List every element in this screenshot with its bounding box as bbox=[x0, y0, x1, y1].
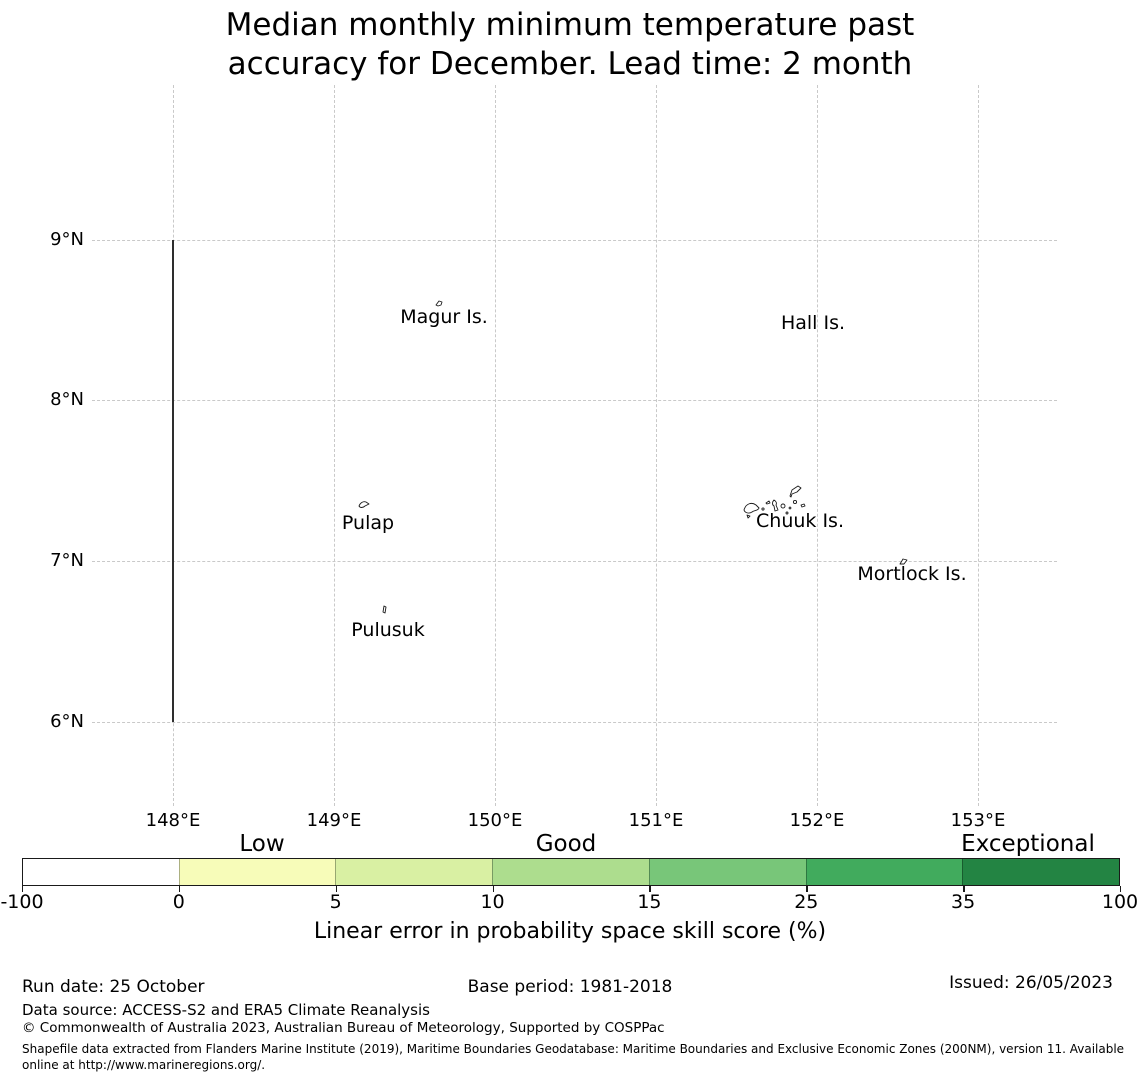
colorbar-tick bbox=[492, 886, 494, 892]
island-label: Pulusuk bbox=[351, 619, 425, 641]
lon-gridline bbox=[495, 85, 496, 806]
colorbar-tick-label: 100 bbox=[1101, 891, 1139, 913]
data-source-text: Data source: ACCESS-S2 and ERA5 Climate … bbox=[22, 1001, 430, 1019]
colorbar-region-label: Low bbox=[239, 831, 285, 857]
lat-gridline bbox=[92, 722, 1057, 723]
colorbar-tick bbox=[806, 886, 808, 892]
colorbar-segment bbox=[23, 859, 179, 885]
island-shape-pulap bbox=[358, 501, 370, 508]
colorbar-segment bbox=[962, 859, 1120, 885]
lat-gridline bbox=[92, 400, 1057, 401]
shapefile-attribution-line1: Shapefile data extracted from Flanders M… bbox=[22, 1042, 1125, 1056]
island-label: Pulap bbox=[341, 512, 395, 534]
island-label: Mortlock Is. bbox=[857, 563, 967, 585]
colorbar-segment bbox=[178, 859, 336, 885]
colorbar-tick-label: 0 bbox=[172, 891, 185, 913]
shapefile-attribution-text: Shapefile data extracted from Flanders M… bbox=[22, 1042, 1128, 1073]
colorbar-segment bbox=[648, 859, 806, 885]
issued-date-text: Issued: 26/05/2023 bbox=[949, 973, 1113, 993]
lon-tick-label: 149°E bbox=[306, 810, 362, 831]
colorbar-segment bbox=[805, 859, 963, 885]
lat-gridline bbox=[92, 240, 1057, 241]
lat-tick-label: 8°N bbox=[50, 389, 84, 410]
page-title: Median monthly minimum temperature past … bbox=[0, 6, 1140, 84]
colorbar-region-label: Good bbox=[535, 831, 597, 857]
lat-tick-label: 9°N bbox=[50, 229, 84, 250]
island-label: Magur Is. bbox=[400, 306, 488, 328]
colorbar-track bbox=[23, 859, 1120, 885]
lon-gridline bbox=[817, 85, 818, 806]
colorbar-segment bbox=[492, 859, 649, 885]
colorbar-tick bbox=[963, 886, 965, 892]
lon-gridline bbox=[334, 85, 335, 806]
colorbar-tick bbox=[1120, 886, 1122, 892]
title-line2: accuracy for December. Lead time: 2 mont… bbox=[227, 46, 913, 82]
title-line1: Median monthly minimum temperature past bbox=[225, 7, 915, 43]
island-shape-pulusuk bbox=[382, 605, 387, 614]
colorbar-tick-label: 15 bbox=[637, 891, 662, 913]
colorbar-tick bbox=[335, 886, 338, 892]
colorbar-region-label: Exceptional bbox=[961, 831, 1095, 857]
colorbar-tick-label: 5 bbox=[329, 891, 342, 913]
lon-tick-label: 150°E bbox=[467, 810, 523, 831]
run-date-text: Run date: 25 October bbox=[22, 977, 205, 997]
base-period-text: Base period: 1981-2018 bbox=[467, 977, 673, 997]
colorbar-label: Linear error in probability space skill … bbox=[313, 919, 827, 944]
colorbar-tick-label: 35 bbox=[951, 891, 976, 913]
lon-gridline bbox=[978, 85, 979, 806]
colorbar-segment bbox=[335, 859, 493, 885]
eez-boundary-line bbox=[172, 240, 175, 722]
island-label: Hall Is. bbox=[780, 312, 846, 334]
island-label: Chuuk Is. bbox=[756, 510, 844, 532]
colorbar bbox=[22, 858, 1120, 886]
colorbar-tick-label: 10 bbox=[480, 891, 505, 913]
lon-gridline bbox=[656, 85, 657, 806]
copyright-text: © Commonwealth of Australia 2023, Austra… bbox=[22, 1020, 665, 1036]
lat-gridline bbox=[92, 561, 1057, 562]
lat-tick-label: 6°N bbox=[50, 711, 84, 732]
shapefile-attribution-line2: online at http://www.marineregions.org/. bbox=[22, 1057, 266, 1072]
lat-tick-label: 7°N bbox=[50, 550, 84, 571]
lon-tick-label: 152°E bbox=[789, 810, 845, 831]
colorbar-tick bbox=[649, 886, 651, 892]
lon-tick-label: 153°E bbox=[950, 810, 1006, 831]
colorbar-tick-label: 25 bbox=[794, 891, 819, 913]
lon-tick-label: 151°E bbox=[628, 810, 684, 831]
colorbar-tick-label: -100 bbox=[0, 891, 44, 913]
colorbar-tick bbox=[178, 886, 181, 892]
lon-tick-label: 148°E bbox=[145, 810, 201, 831]
colorbar-tick bbox=[22, 886, 24, 892]
